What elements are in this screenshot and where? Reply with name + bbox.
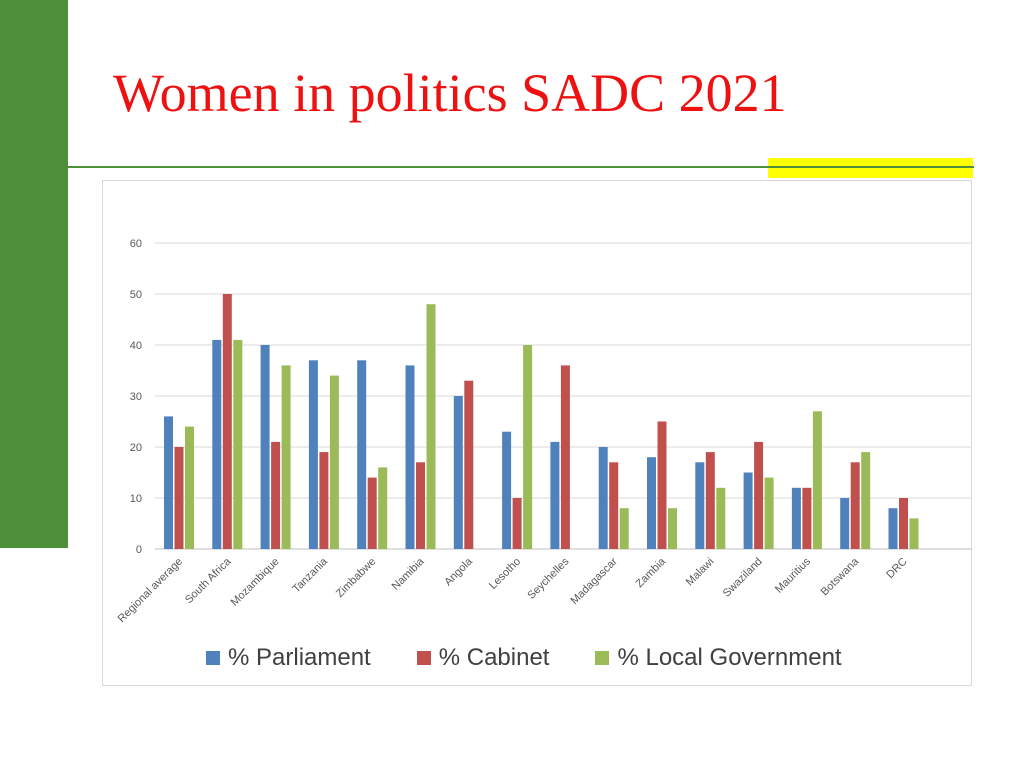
- bar-local-government: [233, 339, 243, 549]
- y-tick-label: 0: [136, 544, 142, 556]
- bar-parliament: [212, 339, 222, 549]
- title-divider: [68, 166, 974, 168]
- bar-parliament: [840, 498, 850, 549]
- bar-local-government: [281, 365, 291, 549]
- bar-local-government: [523, 345, 533, 549]
- side-accent-bar: [0, 0, 68, 548]
- y-tick-label: 10: [130, 493, 142, 505]
- x-tick-label: Angola: [442, 555, 475, 588]
- bar-cabinet: [271, 441, 281, 549]
- bar-parliament: [695, 462, 705, 549]
- x-tick-label: Mozambique: [229, 556, 282, 609]
- bar-parliament: [453, 396, 463, 549]
- x-tick-label: Mauritius: [773, 555, 813, 595]
- bar-cabinet: [657, 421, 667, 549]
- y-tick-label: 40: [130, 340, 142, 352]
- legend-item-local-government: % Local Government: [595, 644, 842, 672]
- x-tick-label: DRC: [884, 556, 909, 581]
- x-tick-label: Namibia: [390, 555, 428, 593]
- bar-parliament: [791, 487, 801, 549]
- bar-local-government: [619, 508, 629, 549]
- bar-local-government: [329, 375, 339, 549]
- bar-cabinet: [464, 380, 474, 549]
- legend-item-cabinet: % Cabinet: [416, 644, 550, 672]
- chart-frame: [102, 180, 972, 686]
- x-tick-label: Seychelles: [525, 555, 571, 601]
- bar-parliament: [357, 360, 367, 549]
- bar-parliament: [647, 457, 656, 549]
- bar-cabinet: [560, 365, 570, 549]
- bar-cabinet: [754, 441, 764, 549]
- y-tick-label: 20: [130, 442, 142, 454]
- x-tick-label: Tanzania: [290, 555, 330, 595]
- legend-label-cabinet: % Cabinet: [438, 644, 550, 671]
- yellow-accent-bar: [768, 158, 973, 178]
- bar-parliament: [308, 360, 318, 549]
- chart-legend: % Parliament % Cabinet % Local Governmen…: [206, 644, 888, 672]
- x-tick-label: Zambia: [634, 555, 669, 590]
- bar-parliament: [260, 345, 270, 549]
- bar-local-government: [861, 452, 871, 549]
- bar-parliament: [502, 431, 512, 549]
- y-tick-label: 30: [130, 391, 142, 403]
- x-tick-label: Malawi: [684, 556, 717, 589]
- bar-parliament: [888, 508, 898, 549]
- bar-parliament: [405, 365, 415, 549]
- legend-swatch-local-government: [595, 651, 610, 665]
- bar-local-government: [668, 508, 677, 549]
- bar-cabinet: [367, 477, 377, 549]
- bar-cabinet: [174, 447, 184, 549]
- legend-label-local-government: % Local Government: [617, 644, 842, 671]
- bar-local-government: [378, 467, 388, 549]
- bar-cabinet: [416, 462, 425, 549]
- x-tick-label: South Africa: [183, 555, 234, 606]
- x-tick-label: Zimbabwe: [334, 556, 378, 600]
- legend-swatch-cabinet: [416, 651, 431, 665]
- bar-local-government: [426, 304, 436, 549]
- bar-local-government: [185, 426, 194, 549]
- bar-parliament: [598, 447, 608, 549]
- bar-local-government: [812, 411, 822, 549]
- bar-parliament: [743, 472, 753, 549]
- bar-cabinet: [899, 498, 908, 549]
- bar-local-government: [764, 477, 774, 549]
- x-tick-label: Regional average: [116, 556, 185, 625]
- x-tick-label: Swaziland: [721, 556, 765, 600]
- legend-swatch-parliament: [206, 651, 220, 665]
- bar-local-government: [716, 487, 726, 549]
- bar-cabinet: [850, 462, 860, 549]
- bar-parliament: [164, 416, 173, 549]
- y-tick-label: 60: [130, 238, 142, 250]
- x-tick-label: Lesotho: [487, 556, 523, 592]
- bar-cabinet: [222, 294, 232, 549]
- bar-cabinet: [609, 462, 619, 549]
- accent-divider-line: [768, 166, 973, 168]
- bar-cabinet: [802, 487, 812, 549]
- bar-local-government: [909, 518, 919, 549]
- x-tick-label: Botswana: [819, 555, 862, 598]
- bar-parliament: [550, 441, 560, 549]
- x-tick-label: Madagascar: [569, 555, 621, 607]
- legend-item-parliament: % Parliament: [206, 644, 371, 672]
- slide-title: Women in politics SADC 2021: [113, 63, 787, 123]
- legend-label-parliament: % Parliament: [228, 644, 371, 671]
- y-tick-label: 50: [130, 289, 142, 301]
- bar-cabinet: [512, 498, 522, 549]
- bar-cabinet: [319, 452, 329, 549]
- bar-cabinet: [705, 452, 715, 549]
